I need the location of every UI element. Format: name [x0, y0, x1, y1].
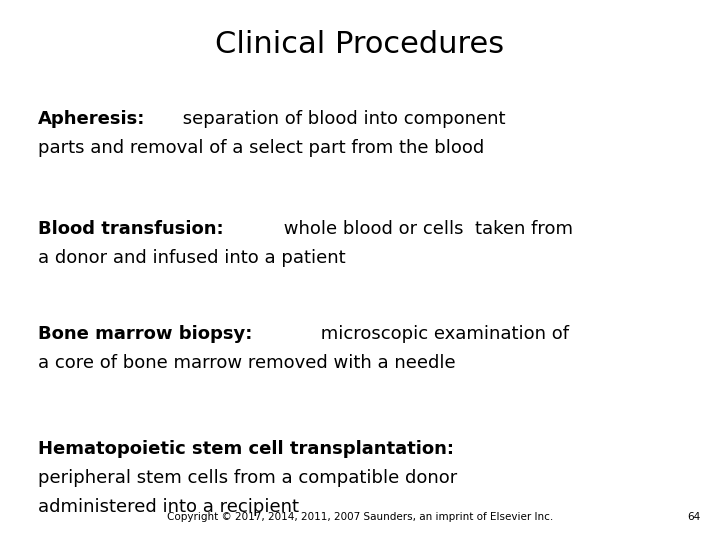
Text: a donor and infused into a patient: a donor and infused into a patient [38, 249, 346, 267]
Text: Clinical Procedures: Clinical Procedures [215, 30, 505, 59]
Text: 64: 64 [687, 512, 700, 522]
Text: administered into a recipient: administered into a recipient [38, 498, 299, 516]
Text: Bone marrow biopsy:: Bone marrow biopsy: [38, 325, 253, 343]
Text: Blood transfusion:: Blood transfusion: [38, 220, 224, 238]
Text: a core of bone marrow removed with a needle: a core of bone marrow removed with a nee… [38, 354, 456, 372]
Text: whole blood or cells  taken from: whole blood or cells taken from [277, 220, 572, 238]
Text: Hematopoietic stem cell transplantation:: Hematopoietic stem cell transplantation: [38, 440, 454, 458]
Text: Apheresis:: Apheresis: [38, 110, 145, 128]
Text: microscopic examination of: microscopic examination of [315, 325, 569, 343]
Text: Copyright © 2017, 2014, 2011, 2007 Saunders, an imprint of Elsevier Inc.: Copyright © 2017, 2014, 2011, 2007 Saund… [167, 512, 553, 522]
Text: peripheral stem cells from a compatible donor: peripheral stem cells from a compatible … [38, 469, 457, 487]
Text: parts and removal of a select part from the blood: parts and removal of a select part from … [38, 139, 485, 157]
Text: separation of blood into component: separation of blood into component [176, 110, 505, 128]
